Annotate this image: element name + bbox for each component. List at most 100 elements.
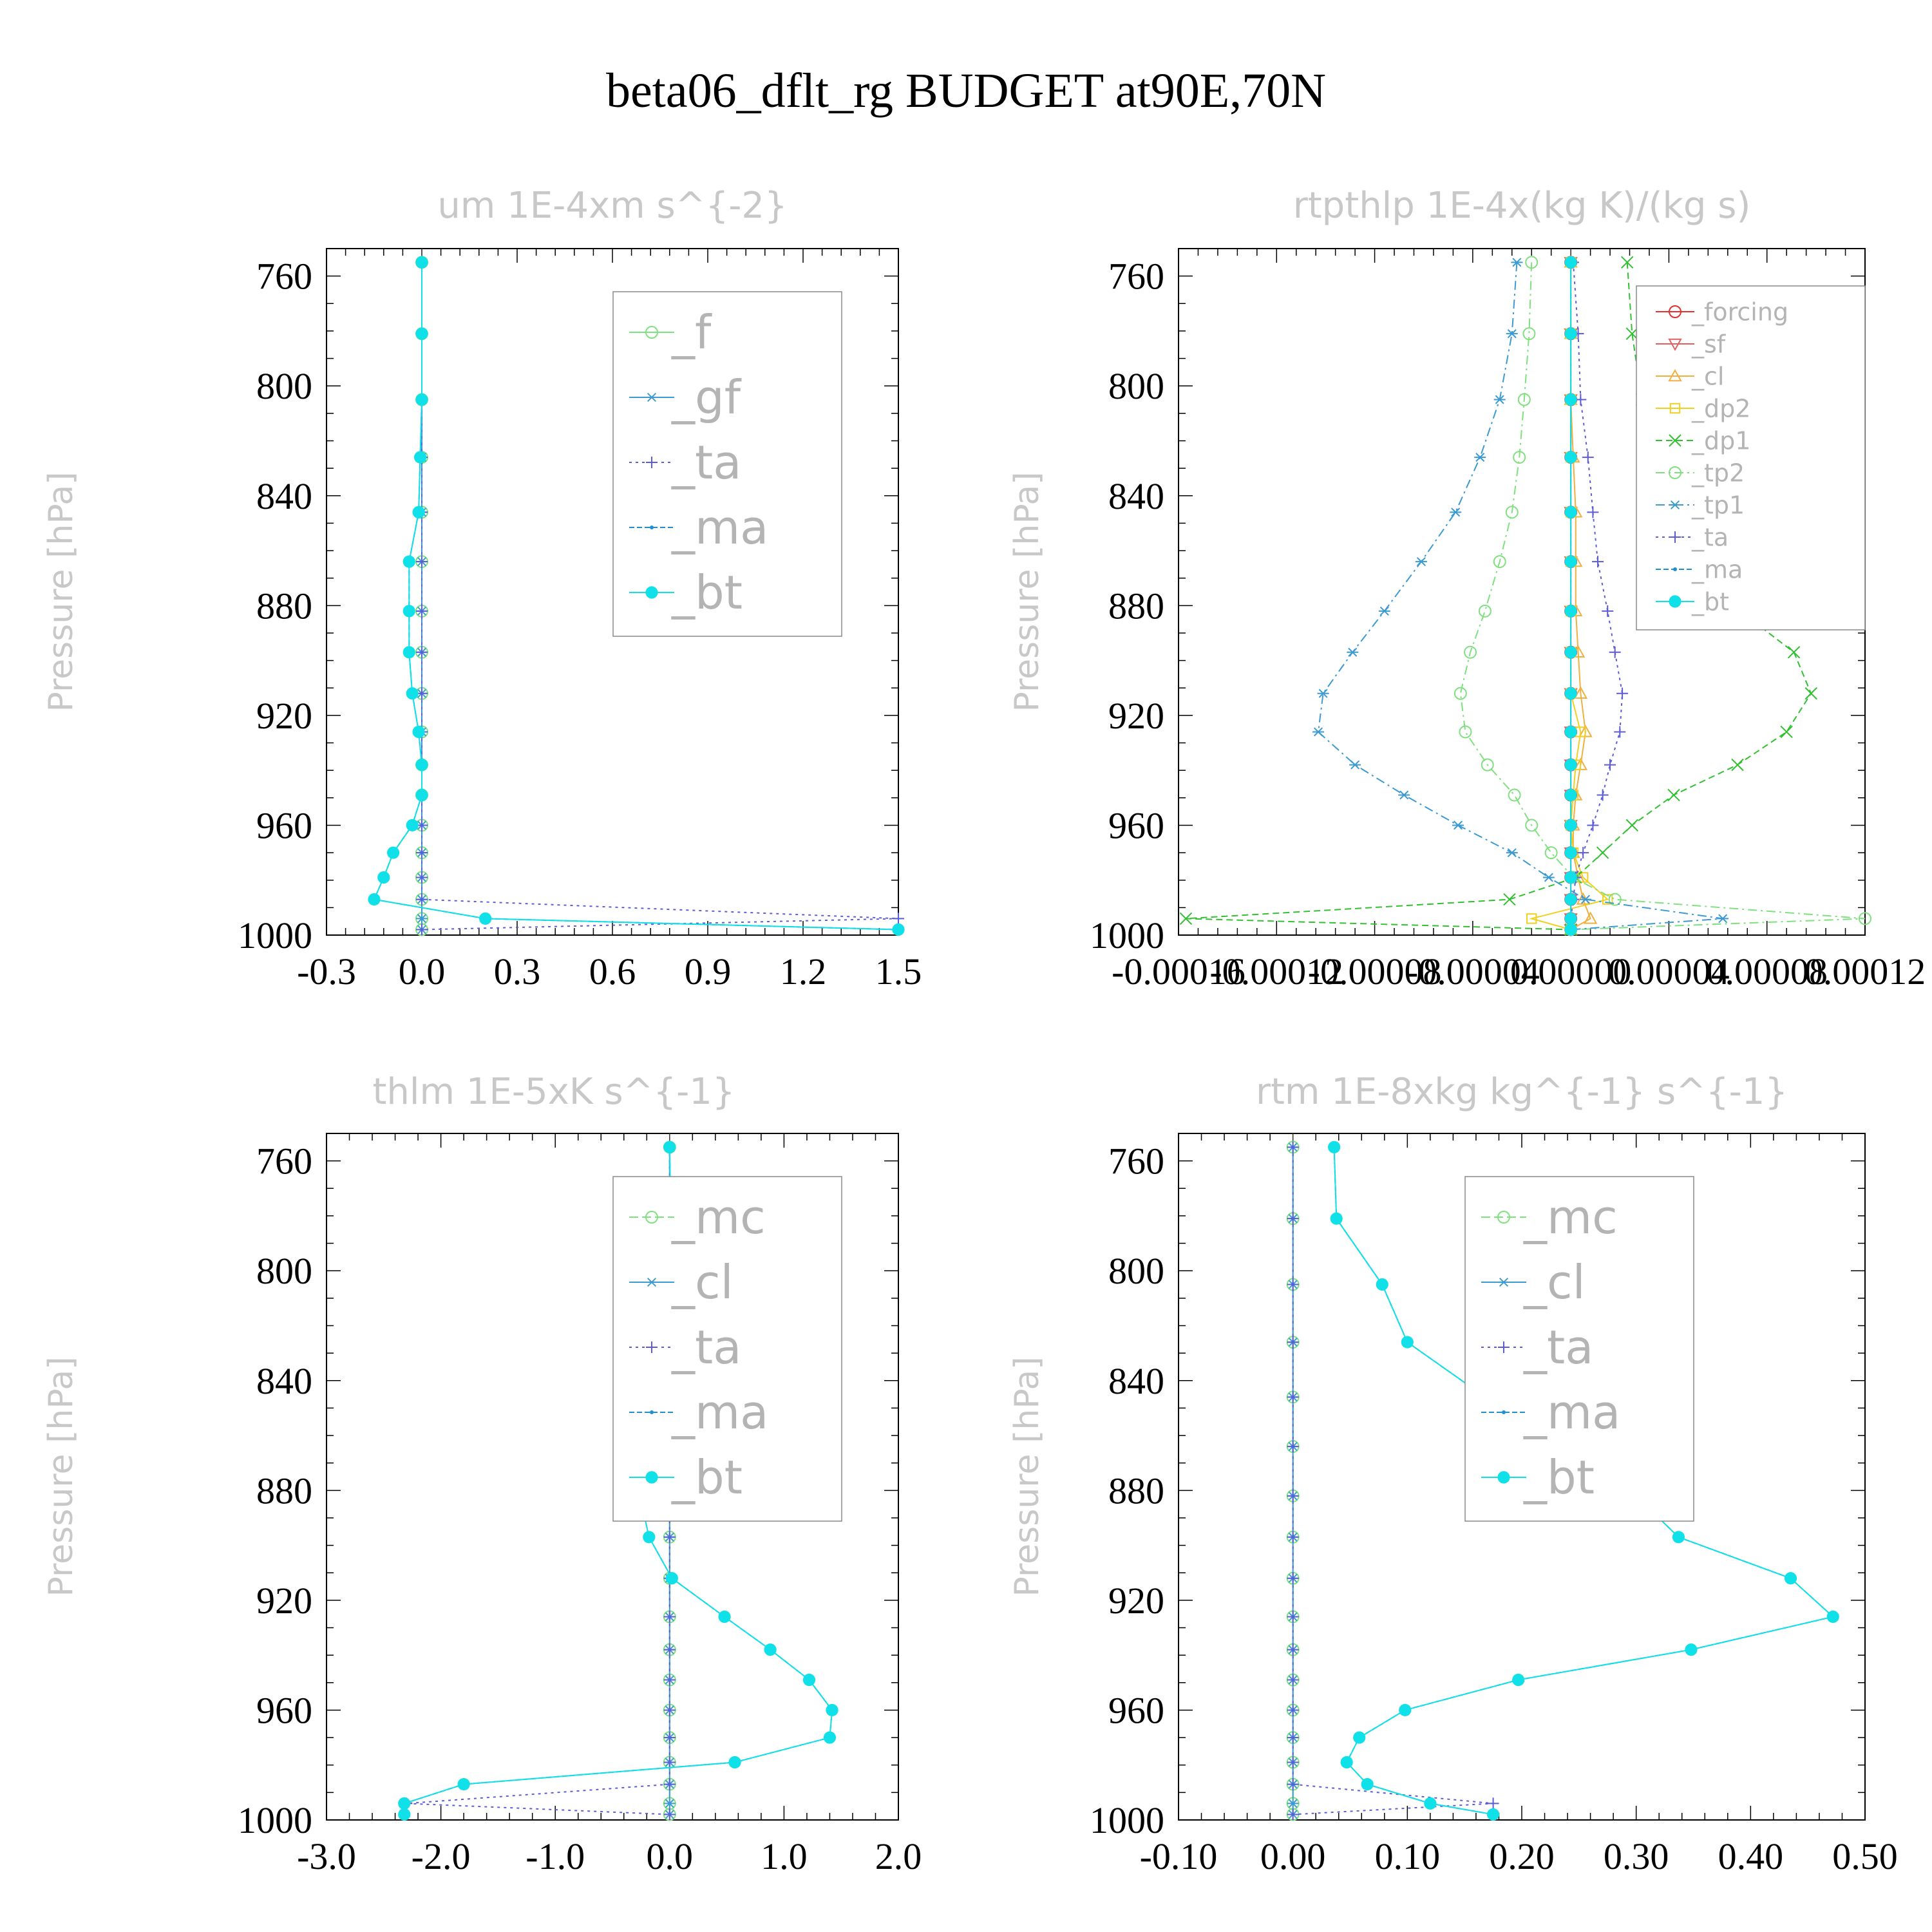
y-tick-label: 760 bbox=[256, 1141, 312, 1182]
figure-title: beta06_dflt_rg BUDGET at90E,70N bbox=[606, 64, 1326, 118]
data-point bbox=[415, 759, 428, 772]
data-point bbox=[1564, 912, 1577, 925]
panel-rtm: rtm 1E-8xkg kg^{-1} s^{-1} Pressure [hPa… bbox=[1008, 1071, 1898, 1877]
legend-marker bbox=[646, 392, 658, 402]
x-tick-label: -0.00004 bbox=[1406, 951, 1540, 992]
data-point bbox=[663, 1756, 676, 1768]
data-point bbox=[1330, 1212, 1343, 1225]
x-tick-label: 0.00008 bbox=[1706, 951, 1828, 992]
data-point bbox=[416, 847, 428, 859]
data-point bbox=[893, 913, 904, 925]
data-point bbox=[1564, 759, 1577, 772]
legend-label: _cl bbox=[671, 1255, 734, 1309]
data-point bbox=[1522, 327, 1536, 341]
data-point bbox=[665, 1572, 678, 1585]
series-bt bbox=[1328, 1141, 1839, 1821]
data-point bbox=[764, 1643, 777, 1656]
y-tick-label: 880 bbox=[1108, 1470, 1164, 1511]
legend-label: _tp2 bbox=[1691, 459, 1745, 487]
legend-box bbox=[1636, 285, 1866, 630]
data-point bbox=[663, 1531, 676, 1543]
panel-thlm: thlm 1E-5xK s^{-1} Pressure [hPa] 760 800… bbox=[42, 1071, 922, 1877]
data-point bbox=[1604, 759, 1616, 771]
data-point bbox=[416, 605, 428, 617]
legend-label: _f bbox=[671, 305, 712, 359]
data-point bbox=[416, 556, 428, 568]
data-point bbox=[416, 923, 428, 936]
legend-marker bbox=[645, 586, 658, 599]
legend-marker bbox=[646, 1341, 658, 1353]
data-point bbox=[1564, 788, 1577, 802]
legend-marker bbox=[1669, 466, 1681, 479]
plot-frame bbox=[326, 1133, 899, 1821]
data-point bbox=[1564, 871, 1577, 884]
legend-marker bbox=[1669, 305, 1681, 318]
data-point bbox=[387, 846, 400, 859]
data-point bbox=[416, 914, 428, 923]
data-point bbox=[1287, 1141, 1299, 1153]
data-point bbox=[1287, 1336, 1299, 1349]
y-tick-label: 920 bbox=[256, 1580, 312, 1622]
data-point bbox=[402, 555, 415, 568]
data-point bbox=[1685, 1643, 1698, 1656]
data-point bbox=[1481, 758, 1494, 772]
data-point bbox=[1493, 395, 1506, 404]
data-point bbox=[415, 393, 428, 406]
data-point bbox=[1287, 1778, 1299, 1790]
data-point bbox=[1353, 1731, 1366, 1744]
legend-label: _forcing bbox=[1691, 298, 1788, 326]
legend-label: _ma bbox=[1523, 1385, 1620, 1439]
legend-marker bbox=[1669, 434, 1681, 447]
data-point bbox=[1317, 688, 1329, 698]
legend-label: _cl bbox=[1691, 362, 1724, 390]
data-point bbox=[1517, 393, 1531, 406]
legend-marker bbox=[1669, 500, 1681, 510]
data-point bbox=[1582, 451, 1594, 464]
data-point bbox=[1287, 1704, 1299, 1716]
y-tick-label: 800 bbox=[1108, 365, 1164, 407]
legend-label: _ta bbox=[1691, 523, 1728, 551]
data-point bbox=[1573, 686, 1588, 699]
data-point bbox=[1312, 727, 1325, 737]
legend: _f _gf _ta _ma _bt bbox=[612, 291, 842, 637]
data-point bbox=[1614, 726, 1626, 738]
data-point bbox=[1564, 846, 1577, 859]
data-point bbox=[1564, 923, 1577, 936]
legend-label: _ta bbox=[1523, 1320, 1593, 1374]
y-tick-label: 840 bbox=[1108, 1360, 1164, 1402]
legend-label: _ta bbox=[671, 435, 741, 489]
data-point bbox=[1780, 725, 1793, 739]
data-point bbox=[1503, 893, 1516, 906]
data-point bbox=[1579, 895, 1591, 904]
x-tick-label: 1.5 bbox=[875, 951, 922, 992]
legend-marker bbox=[1497, 1471, 1510, 1484]
data-point bbox=[479, 912, 492, 925]
data-point bbox=[1287, 1441, 1299, 1453]
data-point bbox=[718, 1610, 731, 1624]
data-point bbox=[1596, 789, 1609, 801]
data-point bbox=[402, 605, 415, 618]
legend-label: _mc bbox=[671, 1190, 766, 1244]
data-point bbox=[1564, 646, 1577, 659]
legend-label: _bt bbox=[671, 1450, 743, 1504]
x-tick-label: 0.00012 bbox=[1804, 951, 1926, 992]
data-point bbox=[1525, 819, 1539, 832]
legend-label: _dp2 bbox=[1691, 394, 1750, 422]
data-point bbox=[412, 725, 425, 739]
data-point bbox=[1564, 451, 1577, 464]
series-line bbox=[1459, 262, 1866, 931]
y-axis-label: Pressure [hPa] bbox=[1008, 1357, 1046, 1597]
x-tick-label: -0.00016 bbox=[1112, 951, 1245, 992]
y-tick-label: 960 bbox=[1108, 804, 1164, 846]
legend-marker bbox=[1498, 1277, 1510, 1287]
series-ta bbox=[1287, 1141, 1499, 1821]
y-tick-label: 1000 bbox=[1090, 914, 1164, 956]
x-tick-label: -1.0 bbox=[526, 1835, 585, 1877]
y-tick-label: 960 bbox=[256, 1689, 312, 1731]
data-point bbox=[1608, 893, 1622, 906]
x-tick-label: -0.00012 bbox=[1209, 951, 1343, 992]
data-point bbox=[1478, 604, 1492, 618]
y-tick-label: 1000 bbox=[1090, 1799, 1164, 1841]
y-tick-label: 800 bbox=[1108, 1250, 1164, 1292]
data-point bbox=[663, 1778, 676, 1790]
